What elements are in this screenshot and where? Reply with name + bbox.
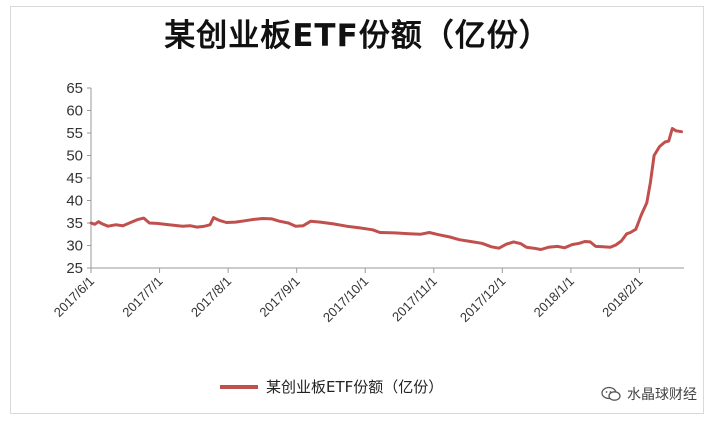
x-tick-label: 2017/9/1 xyxy=(256,274,302,320)
x-tick-label: 2017/6/1 xyxy=(51,274,97,320)
y-tick-label: 30 xyxy=(66,238,83,255)
x-tick-label: 2017/12/1 xyxy=(457,274,509,326)
series xyxy=(89,127,683,251)
watermark-text: 水晶球财经 xyxy=(627,387,697,403)
x-tick-labels: 2017/6/1 2017/7/1 2017/8/1 2017/9/1 2017/10/… xyxy=(51,274,646,326)
y-tick-label: 45 xyxy=(66,170,83,187)
y-tick-label: 25 xyxy=(66,260,83,277)
chart-title: 某创业板ETF份额（亿份） xyxy=(164,18,551,54)
y-tick-label: 40 xyxy=(66,193,83,210)
series-line xyxy=(89,127,683,251)
chart-frame xyxy=(10,6,704,414)
x-tick-label: 2017/11/1 xyxy=(389,274,440,325)
legend-label: 某创业板ETF份额（亿份） xyxy=(266,378,444,396)
x-tick-label: 2017/8/1 xyxy=(188,274,234,320)
x-tick-label: 2018/2/1 xyxy=(599,274,645,320)
x-tick-label: 2018/1/1 xyxy=(531,274,577,320)
y-tick-labels: 25 30 35 40 45 50 55 60 65 xyxy=(66,80,83,277)
legend: 某创业板ETF份额（亿份） xyxy=(220,376,443,397)
x-tick-label: 2017/10/1 xyxy=(320,274,372,326)
y-tick-label: 35 xyxy=(66,215,83,232)
watermark: 水晶球财经 xyxy=(601,384,697,404)
axes xyxy=(87,87,684,273)
wechat-bubble-icon xyxy=(601,386,621,401)
y-tick-label: 60 xyxy=(66,103,83,120)
x-tick-label: 2017/7/1 xyxy=(119,274,165,320)
y-tick-label: 55 xyxy=(66,125,83,142)
legend-swatch xyxy=(220,384,258,389)
y-tick-label: 50 xyxy=(66,148,83,165)
y-tick-label: 65 xyxy=(66,80,83,97)
